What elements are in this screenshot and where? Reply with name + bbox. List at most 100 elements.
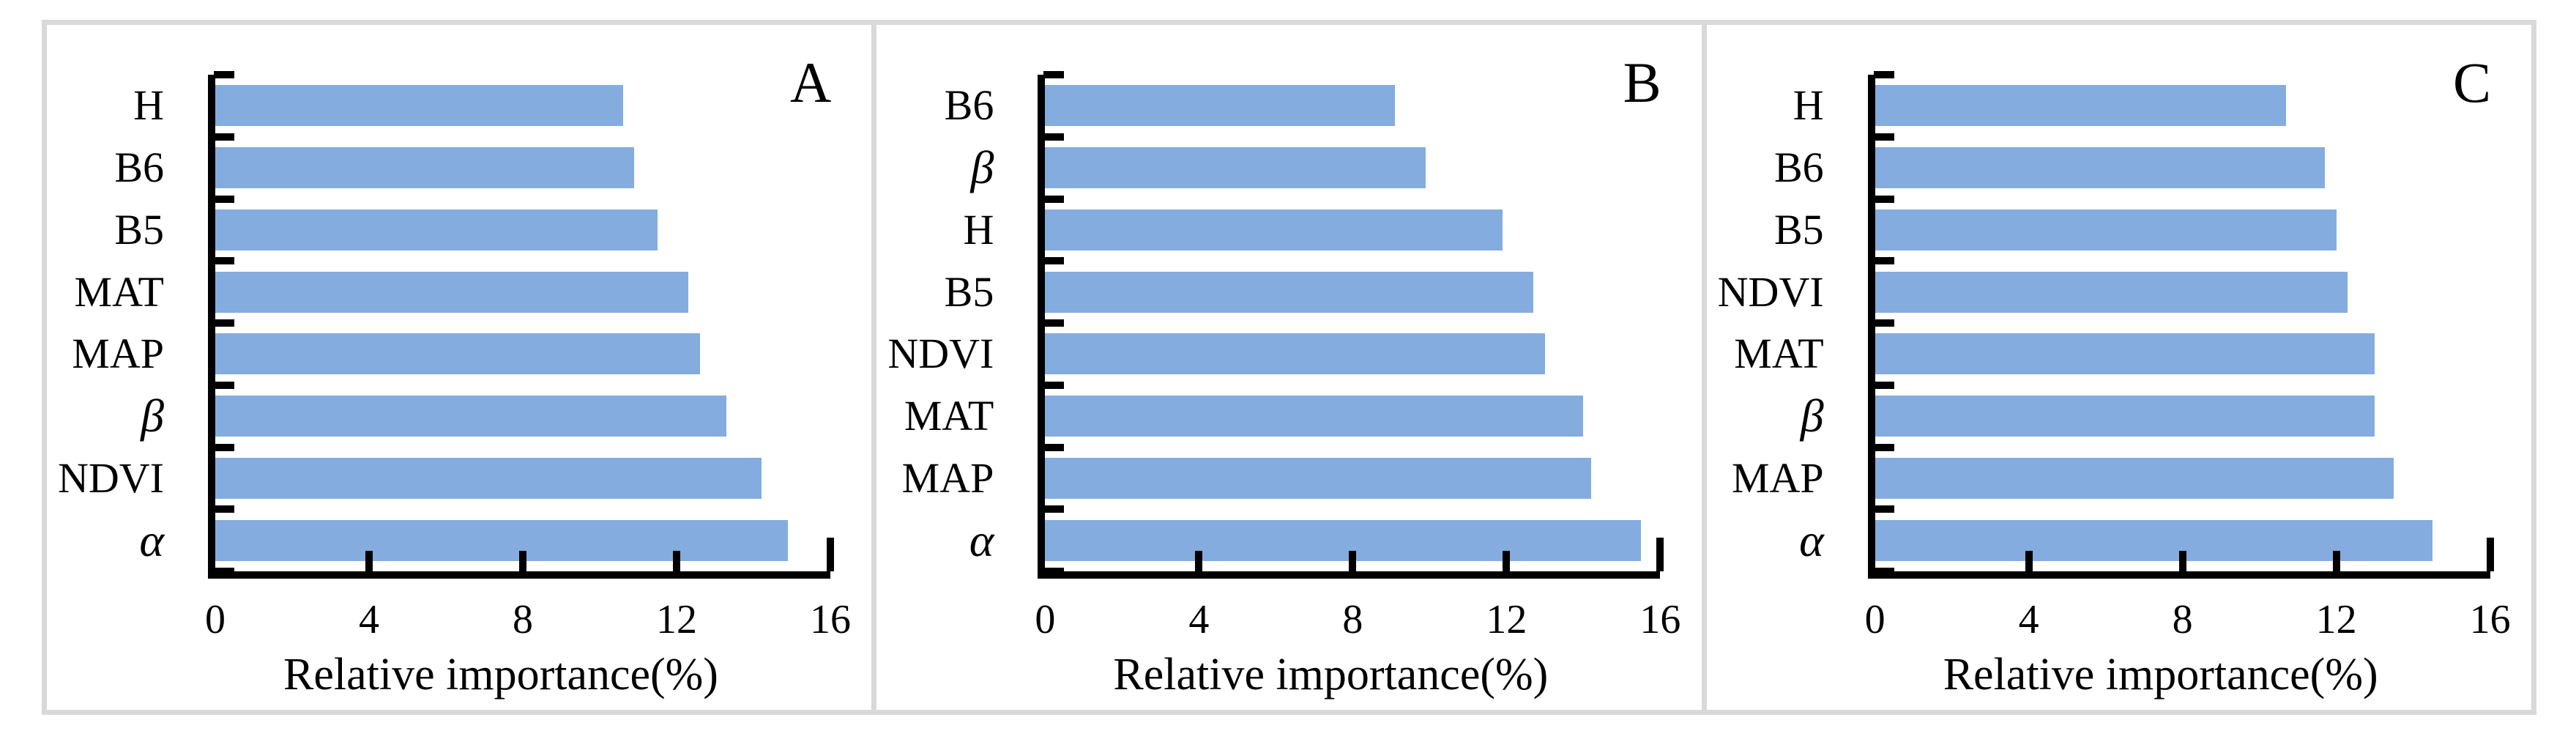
x-tick-label: 4: [2018, 597, 2039, 642]
x-tick-labels: 0 4 8 12 16: [1865, 597, 2511, 643]
category-label: H: [963, 205, 994, 253]
bar: [1875, 85, 2287, 127]
panel-letter-a: A: [789, 51, 832, 114]
x-axis-tick: [365, 551, 373, 571]
bar-row: α: [969, 509, 1660, 571]
y-axis-tick: [214, 133, 234, 141]
bar: [1875, 209, 2337, 251]
bar: [1045, 147, 1426, 189]
bar-row: H: [963, 199, 1660, 261]
bar-row: MAT: [75, 261, 830, 323]
bar-row: NDVI: [1718, 261, 2490, 323]
bar: [215, 457, 762, 499]
y-axis-tick: [214, 568, 234, 575]
bar: [1045, 519, 1642, 561]
plot-area-c: H B6 B5 NDVI MAT β MAP α 0 4 8 12 16 Relative impor…: [1718, 71, 2511, 697]
x-tick-label: 16: [810, 597, 851, 642]
y-axis-tick: [1873, 195, 1894, 203]
y-axis-tick: [214, 443, 234, 451]
y-axis-tick: [1043, 381, 1065, 389]
x-tick-label: 12: [2315, 597, 2357, 642]
x-tick-label: 12: [656, 597, 697, 642]
bar: [215, 396, 727, 437]
bar: [215, 147, 635, 189]
y-axis-tick: [1873, 505, 1894, 513]
y-axis-tick: [1043, 195, 1065, 203]
bar: [1045, 457, 1591, 499]
bar-row: B6: [945, 75, 1660, 137]
x-tick-label: 8: [1342, 597, 1363, 642]
category-label: MAP: [901, 453, 994, 502]
x-axis-tick: [827, 538, 834, 571]
category-label: β: [970, 141, 994, 194]
x-axis-title: Relative importance(%): [1943, 650, 2378, 700]
panel-letter-b: B: [1623, 51, 1661, 114]
y-axis-tick: [214, 505, 234, 513]
bar-rows: H B6 B5 MAT MAP β NDVI α: [58, 75, 830, 571]
x-axis-title: Relative importance(%): [283, 650, 718, 700]
category-label: MAT: [74, 267, 164, 316]
category-label: B5: [114, 205, 164, 253]
category-label: NDVI: [1717, 267, 1824, 316]
bar: [1875, 333, 2375, 375]
bar: [1875, 457, 2394, 499]
y-axis-tick: [1043, 443, 1065, 451]
x-axis-tick: [2486, 538, 2494, 571]
x-axis-tick: [2332, 551, 2340, 571]
bar-row: β: [970, 137, 1660, 199]
y-axis-tick: [1043, 133, 1065, 141]
category-label: α: [139, 513, 164, 566]
x-axis-tick: [2025, 551, 2033, 571]
bar-row: β: [141, 385, 830, 448]
y-axis-tick: [1043, 71, 1065, 78]
x-axis-tick: [1195, 551, 1203, 571]
category-label: β: [1800, 390, 1824, 442]
category-label: H: [1793, 81, 1824, 130]
bar: [215, 519, 789, 561]
x-tick-label: 16: [1639, 597, 1681, 642]
x-tick-label: 4: [1188, 597, 1210, 642]
bar: [1875, 147, 2325, 189]
bar: [1875, 396, 2375, 437]
x-axis-tick: [1503, 551, 1511, 571]
y-axis-tick: [214, 319, 234, 327]
bar-row: B5: [945, 261, 1660, 323]
bar-row: β: [1801, 385, 2490, 448]
bar-row: NDVI: [887, 323, 1660, 385]
x-axis-title: Relative importance(%): [1113, 650, 1549, 700]
category-label: MAP: [72, 330, 164, 378]
x-tick-label: 4: [359, 597, 379, 642]
y-axis-tick: [1873, 568, 1894, 575]
bar-row: B6: [1774, 137, 2490, 199]
category-label: NDVI: [887, 330, 994, 378]
x-axis-tick: [673, 551, 680, 571]
x-tick-labels: 0 4 8 12 16: [1035, 597, 1680, 643]
plot-area-b: B6 β H B5 NDVI MAT MAP α 0 4 8 12 16 Relative impor…: [887, 71, 1680, 697]
x-tick-label: 12: [1486, 597, 1527, 642]
y-axis-tick: [1873, 71, 1894, 78]
y-axis-tick: [1043, 505, 1065, 513]
category-label: MAT: [904, 392, 994, 440]
category-label: MAP: [1731, 453, 1824, 502]
category-label: B5: [944, 267, 994, 316]
category-label: B5: [1773, 205, 1824, 253]
bar: [1045, 271, 1534, 313]
bar-row: B5: [114, 199, 830, 261]
category-label: B6: [944, 81, 994, 130]
category-label: NDVI: [58, 453, 164, 502]
x-tick-label: 0: [205, 597, 226, 642]
x-tick-label: 0: [1864, 597, 1886, 642]
y-axis-tick: [1043, 319, 1065, 327]
panel-letter-c: C: [2452, 51, 2491, 114]
y-axis-tick: [214, 71, 234, 78]
category-label: H: [133, 81, 164, 130]
category-label: MAT: [1734, 330, 1824, 378]
x-tick-label: 8: [2172, 597, 2193, 642]
bar: [1875, 519, 2432, 561]
figure-frame: A H B6 B5 MAT MAP β NDVI α 0 4 8 12 16 Relative imp…: [42, 20, 2536, 715]
bar-row: MAT: [904, 385, 1660, 448]
y-axis-tick: [1873, 443, 1894, 451]
x-tick-labels: 0 4 8 12 16: [205, 597, 851, 643]
y-axis-tick: [1873, 381, 1894, 389]
